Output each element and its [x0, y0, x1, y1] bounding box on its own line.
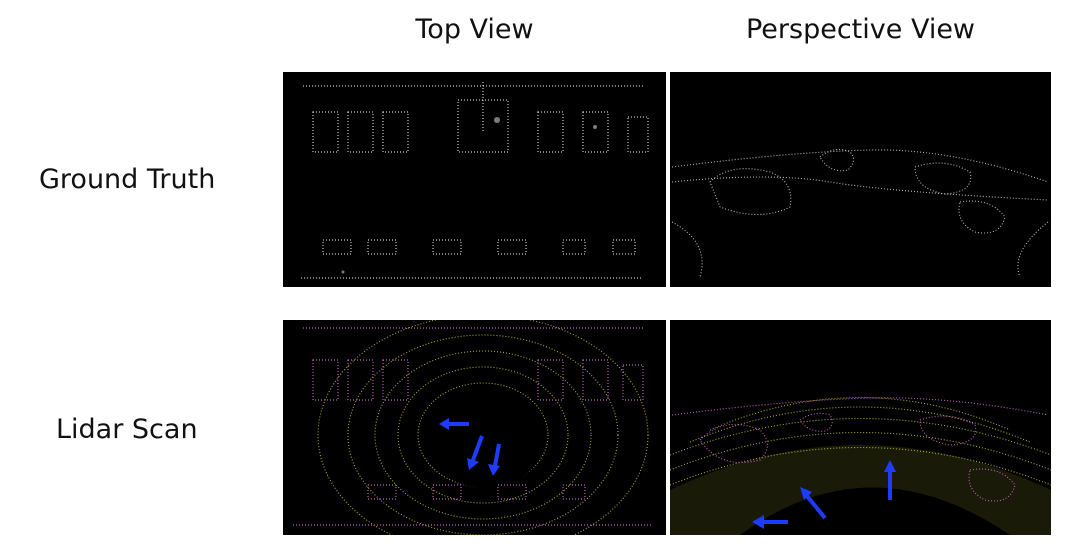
ground-truth-perspective-view-image: [670, 72, 1051, 287]
row-label-lidar-scan: Lidar Scan: [56, 414, 198, 445]
col-header-top-view: Top View: [415, 14, 534, 45]
row-label-ground-truth: Ground Truth: [39, 164, 216, 195]
ground-truth-top-view-image: [283, 72, 666, 287]
lidar-scan-perspective-view-image: [670, 320, 1051, 535]
lidar-scan-top-view-image: [283, 320, 666, 535]
col-header-perspective-view: Perspective View: [745, 14, 976, 45]
